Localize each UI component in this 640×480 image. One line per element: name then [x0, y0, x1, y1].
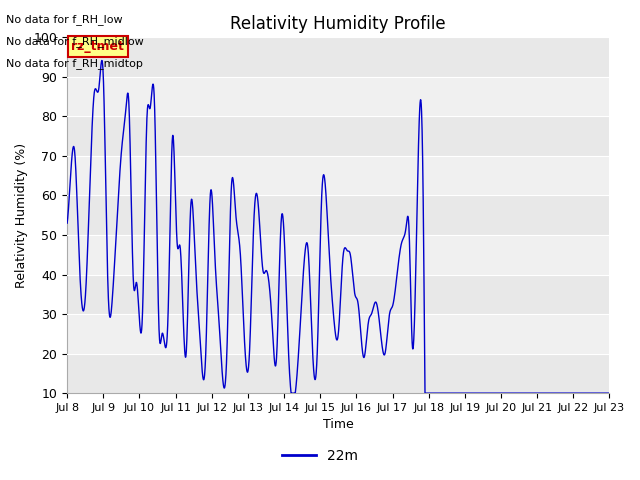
Bar — [67, 314, 609, 354]
Bar — [67, 156, 609, 195]
Bar — [67, 354, 609, 393]
Y-axis label: Relativity Humidity (%): Relativity Humidity (%) — [15, 143, 28, 288]
Bar — [67, 275, 609, 314]
Bar — [67, 235, 609, 275]
Text: No data for f_RH_midtop: No data for f_RH_midtop — [6, 58, 143, 69]
Bar — [67, 37, 609, 77]
Bar — [67, 195, 609, 235]
Text: No data for f_RH_midlow: No data for f_RH_midlow — [6, 36, 144, 47]
X-axis label: Time: Time — [323, 419, 354, 432]
Text: rz_tmet: rz_tmet — [71, 40, 124, 53]
Text: No data for f_RH_low: No data for f_RH_low — [6, 14, 123, 25]
Legend: 22m: 22m — [276, 443, 364, 468]
Bar — [67, 116, 609, 156]
Bar — [67, 77, 609, 116]
Title: Relativity Humidity Profile: Relativity Humidity Profile — [230, 15, 446, 33]
